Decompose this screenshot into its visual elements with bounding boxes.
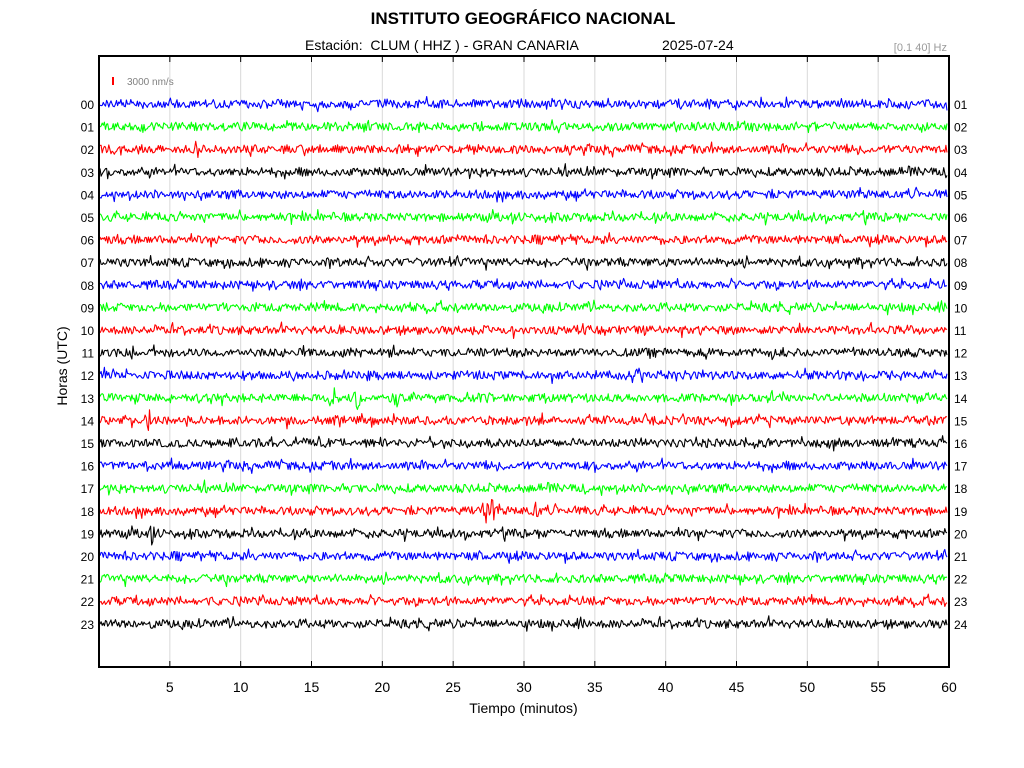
right-hour-label: 24: [954, 618, 968, 632]
right-hour-label: 20: [954, 527, 968, 541]
scale-bar-marker: [112, 77, 114, 85]
grid-lines: [169, 56, 879, 667]
trace-hour-21: [99, 571, 948, 588]
right-hour-label: 19: [954, 505, 968, 519]
right-hour-label: 01: [954, 98, 968, 112]
x-tick-label: 40: [658, 679, 674, 695]
left-hour-label: 14: [81, 414, 95, 428]
right-hour-label: 16: [954, 437, 968, 451]
right-hour-label: 15: [954, 414, 968, 428]
left-hour-label: 10: [81, 324, 95, 338]
trace-hour-05: [99, 208, 948, 226]
x-tick-label: 25: [445, 679, 461, 695]
left-hour-label: 11: [82, 347, 95, 361]
left-hour-label: 08: [81, 279, 95, 293]
left-hour-label: 02: [81, 143, 95, 157]
left-hour-label: 00: [81, 98, 95, 112]
station-label: Estación: CLUM ( HHZ ) - GRAN CANARIA: [305, 37, 579, 53]
trace-hour-19: [99, 525, 948, 546]
hour-labels: 00 01 01 02 02 03 03 04 04 05 05 06 06 07 07 08 08 09 09 10…: [81, 98, 968, 632]
right-hour-label: 02: [954, 121, 968, 135]
trace-hour-16: [99, 457, 948, 474]
left-hour-label: 21: [81, 573, 95, 587]
left-hour-label: 03: [81, 166, 95, 180]
right-hour-label: 09: [954, 279, 968, 293]
scale-label: 3000 nm/s: [127, 77, 174, 88]
x-axis-label: Tiempo (minutos): [469, 700, 578, 716]
trace-hour-15: [99, 435, 948, 452]
x-tick-label: 35: [587, 679, 603, 695]
chart-title: INSTITUTO GEOGRÁFICO NACIONAL: [370, 9, 676, 28]
plot-frame: [98, 55, 950, 668]
trace-hour-20: [99, 548, 948, 564]
trace-hour-11: [99, 344, 948, 361]
x-tick-label: 15: [304, 679, 320, 695]
x-tick-label: 60: [941, 679, 957, 695]
left-hour-label: 09: [81, 301, 95, 315]
seismic-traces: [99, 95, 948, 632]
right-hour-label: 13: [954, 369, 968, 383]
trace-hour-18: [99, 498, 948, 524]
right-hour-label: 14: [954, 392, 968, 406]
trace-hour-14: [99, 409, 948, 432]
x-tick-label: 55: [870, 679, 886, 695]
right-hour-label: 06: [954, 211, 968, 225]
x-tick-label: 50: [800, 679, 816, 695]
right-hour-label: 12: [954, 347, 968, 361]
right-hour-label: 18: [954, 482, 968, 496]
right-hour-label: 10: [954, 301, 968, 315]
left-hour-label: 01: [81, 121, 95, 135]
right-hour-label: 03: [954, 143, 968, 157]
right-hour-label: 08: [954, 256, 968, 270]
trace-hour-02: [99, 140, 948, 159]
right-hour-label: 07: [954, 234, 968, 248]
trace-hour-06: [99, 232, 948, 248]
trace-hour-09: [99, 299, 948, 316]
x-tick-label: 30: [516, 679, 532, 695]
left-hour-label: 06: [81, 234, 95, 248]
left-hour-label: 20: [81, 550, 95, 564]
left-hour-label: 05: [81, 211, 95, 225]
right-hour-label: 11: [954, 324, 967, 338]
x-tick-label: 20: [375, 679, 391, 695]
left-hour-label: 04: [81, 188, 95, 202]
left-hour-label: 07: [81, 256, 95, 270]
right-hour-label: 17: [954, 460, 968, 474]
trace-hour-04: [99, 186, 948, 203]
left-hour-label: 17: [81, 482, 95, 496]
left-hour-label: 23: [81, 618, 95, 632]
right-hour-label: 04: [954, 166, 968, 180]
trace-hour-13: [99, 387, 948, 411]
trace-hour-23: [99, 615, 948, 632]
trace-hour-22: [99, 593, 948, 609]
left-hour-label: 15: [81, 437, 95, 451]
right-hour-label: 23: [954, 595, 968, 609]
left-hour-label: 13: [81, 392, 95, 406]
trace-hour-08: [99, 277, 948, 292]
trace-hour-01: [99, 119, 948, 134]
y-axis-label: Horas (UTC): [54, 326, 70, 406]
trace-hour-10: [99, 321, 948, 339]
left-hour-label: 22: [81, 595, 95, 609]
right-hour-label: 05: [954, 188, 968, 202]
x-tick-label: 45: [729, 679, 745, 695]
left-hour-label: 18: [81, 505, 95, 519]
trace-hour-00: [99, 95, 948, 113]
left-hour-label: 16: [81, 460, 95, 474]
trace-hour-17: [99, 479, 947, 496]
trace-hour-12: [99, 366, 948, 385]
trace-hour-03: [99, 163, 948, 180]
amplitude-scale: 3000 nm/s: [112, 77, 174, 88]
left-hour-label: 19: [81, 527, 95, 541]
right-hour-label: 21: [954, 550, 968, 564]
x-axis-ticks: 5 10 15 20 25 30 35 40 45 50 55 60: [166, 56, 957, 695]
date-label: 2025-07-24: [662, 37, 734, 53]
right-hour-label: 22: [954, 573, 968, 587]
filter-band-label: [0.1 40] Hz: [893, 42, 947, 54]
trace-hour-07: [99, 254, 948, 271]
x-tick-label: 5: [166, 679, 174, 695]
left-hour-label: 12: [81, 369, 95, 383]
x-tick-label: 10: [233, 679, 249, 695]
